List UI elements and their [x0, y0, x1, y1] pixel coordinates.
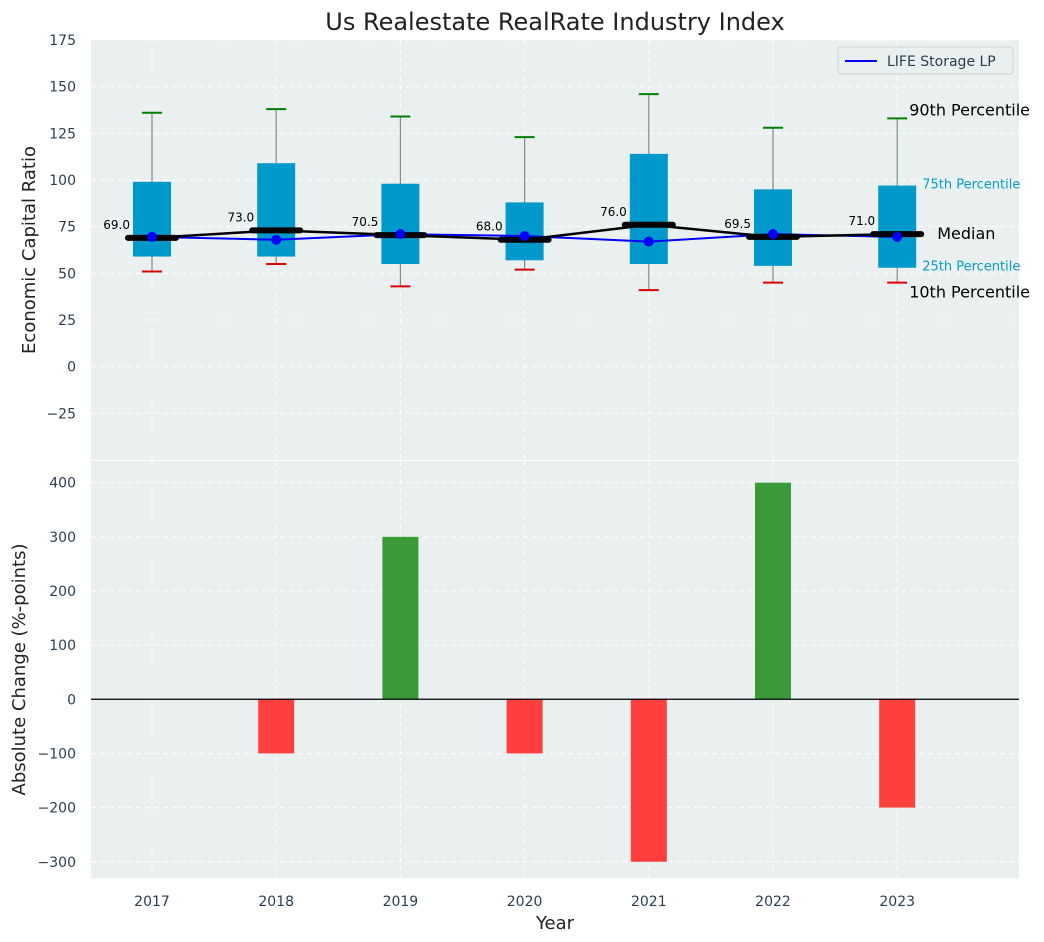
bottom-y-axis-title: Absolute Change (%-points)	[9, 544, 30, 796]
change-bar	[630, 699, 667, 862]
company-series-point	[892, 231, 903, 242]
bottom-y-tick-label: 0	[67, 692, 76, 708]
iqr-box	[878, 185, 917, 268]
top-y-tick-label: 0	[67, 360, 76, 376]
bottom-y-tick-label: 100	[49, 638, 76, 654]
median-value-label: 70.5	[352, 215, 379, 229]
x-tick-label: 2018	[258, 894, 294, 910]
top-y-axis-title: Economic Capital Ratio	[19, 146, 40, 354]
x-tick-label: 2020	[507, 894, 543, 910]
change-bar	[382, 536, 419, 700]
p25-annotation: 25th Percentile	[922, 260, 1020, 275]
x-tick-label: 2021	[631, 894, 667, 910]
median-value-label: 68.0	[476, 220, 503, 234]
bottom-y-tick-label: 300	[49, 530, 76, 546]
chart-title: Us Realestate RealRate Industry Index	[325, 8, 784, 36]
legend-box	[837, 46, 1014, 75]
median-value-label: 71.0	[848, 214, 875, 228]
iqr-box	[133, 181, 171, 257]
iqr-box	[381, 183, 420, 264]
top-y-tick-label: −25	[46, 406, 76, 422]
bottom-y-tick-label: −100	[38, 746, 76, 762]
company-series-point	[271, 234, 282, 245]
legend: LIFE Storage LP	[837, 46, 1014, 75]
bottom-panel-change-bars: −300 −200 −100 0 100 200 300 400 2017 2018 2019 202…	[9, 461, 1019, 934]
top-y-tick-label: 75	[58, 220, 76, 236]
bottom-plot-background	[91, 461, 1019, 878]
change-bar	[506, 699, 543, 754]
top-y-tick-label: 125	[49, 126, 76, 142]
change-bar	[879, 699, 916, 808]
company-series-point	[768, 229, 778, 240]
bottom-y-tick-label: −300	[38, 855, 76, 871]
change-bar	[755, 482, 791, 700]
x-tick-label: 2023	[879, 894, 915, 910]
p90-annotation: 90th Percentile	[909, 100, 1030, 119]
median-value-label: 76.0	[600, 205, 627, 219]
company-series-point	[643, 236, 654, 247]
x-axis-title: Year	[535, 913, 575, 934]
iqr-box	[754, 189, 792, 266]
top-y-tick-label: 150	[49, 80, 76, 96]
company-series-point	[519, 231, 530, 241]
top-y-tick-label: 50	[58, 266, 76, 282]
legend-label: LIFE Storage LP	[887, 54, 996, 70]
bottom-y-tick-label: 400	[49, 476, 76, 492]
median-value-label: 69.0	[103, 218, 130, 232]
top-y-tick-label: 25	[58, 313, 76, 329]
x-tick-label: 2022	[755, 894, 791, 910]
x-tick-label: 2017	[134, 894, 170, 910]
top-plot-background	[91, 40, 1019, 460]
top-panel-box-plot: −25 0 25 50 75 100 125 150 175 69.0 73.0 70.5 68.0 76…	[19, 33, 1030, 460]
p10-annotation: 10th Percentile	[909, 283, 1030, 302]
iqr-box	[629, 153, 668, 264]
company-series-point	[395, 229, 406, 240]
company-series-point	[147, 231, 157, 242]
top-y-tick-label: 100	[49, 173, 76, 189]
median-value-label: 69.5	[724, 217, 751, 231]
p75-annotation: 75th Percentile	[922, 178, 1020, 193]
change-bar	[258, 699, 295, 754]
top-y-tick-label: 175	[49, 33, 76, 49]
median-annotation: Median	[937, 224, 995, 243]
bottom-y-tick-label: −200	[38, 801, 76, 817]
median-value-label: 73.0	[227, 210, 254, 224]
x-tick-label: 2019	[383, 894, 419, 910]
bottom-y-tick-label: 200	[49, 584, 76, 600]
